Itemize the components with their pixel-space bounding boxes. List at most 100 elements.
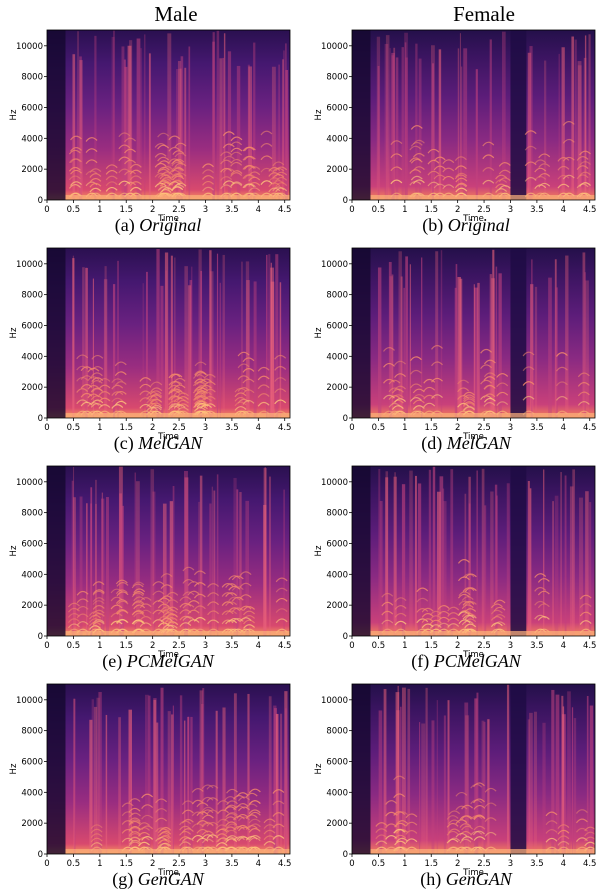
x-tick-label: 0 (349, 205, 354, 215)
x-tick-label: 0.5 (372, 859, 386, 869)
spectrogram-image (352, 30, 595, 200)
y-tick-label: 6000 (21, 539, 43, 549)
x-tick-label: 3 (203, 859, 208, 869)
x-tick-label: 3 (203, 205, 208, 215)
x-tick-label: 2.5 (172, 859, 186, 869)
x-tick-label: 3 (203, 423, 208, 433)
y-tick-label: 10000 (16, 260, 43, 270)
x-axis-label: Time (462, 214, 484, 224)
x-tick-label: 1 (402, 859, 407, 869)
x-tick-label: 0.5 (67, 859, 81, 869)
caption-c: (c) MelGAN (38, 433, 278, 454)
y-tick-label: 4000 (326, 788, 348, 798)
x-tick-label: 1.5 (119, 859, 133, 869)
caption-e: (e) PCMelGAN (38, 651, 278, 672)
y-axis-label: Hz (9, 327, 19, 338)
x-tick-label: 1.5 (424, 423, 438, 433)
x-tick-label: 3.5 (225, 205, 239, 215)
x-tick-label: 2 (455, 205, 460, 215)
y-tick-label: 10000 (321, 42, 348, 52)
y-tick-label: 8000 (21, 509, 43, 519)
y-tick-label: 4000 (326, 134, 348, 144)
x-tick-label: 0 (44, 641, 49, 651)
spectrogram-image (47, 684, 290, 854)
y-tick-label: 2000 (21, 383, 43, 393)
y-tick-label: 10000 (321, 260, 348, 270)
x-tick-label: 1.5 (424, 859, 438, 869)
x-tick-label: 3 (508, 423, 513, 433)
y-tick-label: 2000 (21, 601, 43, 611)
caption-a: (a) Original (38, 215, 278, 236)
caption-label: (e) (102, 651, 127, 671)
y-axis-label: Hz (9, 109, 19, 120)
column-title-male: Male (154, 2, 198, 26)
x-axis-label: Time (157, 650, 179, 660)
spectrogram-image (47, 466, 290, 636)
x-tick-label: 4.5 (583, 205, 597, 215)
spectrogram-b: 0 2000 4000 6000 8000 10000 0 0.5 1 1.5 2 2.5 3 3.5 4 4… (314, 29, 597, 224)
x-tick-label: 1 (402, 205, 407, 215)
caption-label: (b) (422, 215, 448, 235)
x-tick-label: 3.5 (530, 859, 544, 869)
y-tick-label: 0 (38, 414, 43, 424)
spectrogram-a: 0 2000 4000 6000 8000 10000 0 0.5 1 1.5 2 2.5 3 3.5 4 4… (9, 29, 291, 224)
caption-method: GenGAN (445, 869, 512, 889)
y-tick-label: 2000 (21, 165, 43, 175)
spectrogram-image (47, 248, 290, 418)
spectrogram-image (352, 684, 595, 854)
y-tick-label: 6000 (326, 321, 348, 331)
y-tick-label: 4000 (21, 352, 43, 362)
caption-d: (d) MelGAN (346, 433, 586, 454)
y-axis-label: Hz (314, 109, 324, 120)
y-tick-label: 6000 (326, 757, 348, 767)
x-tick-label: 4.5 (278, 641, 292, 651)
y-tick-label: 0 (343, 196, 348, 206)
y-tick-label: 8000 (326, 727, 348, 737)
y-axis-label: Hz (9, 763, 19, 774)
x-tick-label: 3.5 (225, 641, 239, 651)
caption-h: (h) GenGAN (346, 869, 586, 890)
spectrogram-c: 0 2000 4000 6000 8000 10000 0 0.5 1 1.5 2 2.5 3 3.5 4 4… (9, 247, 291, 442)
x-axis-label: Time (462, 432, 484, 442)
x-tick-label: 3.5 (225, 423, 239, 433)
x-tick-label: 2.5 (477, 423, 491, 433)
x-tick-label: 2.5 (172, 423, 186, 433)
x-tick-label: 0.5 (372, 205, 386, 215)
x-tick-label: 0.5 (67, 423, 81, 433)
spectrogram-e: 0 2000 4000 6000 8000 10000 0 0.5 1 1.5 2 2.5 3 3.5 4 4… (9, 465, 292, 660)
y-tick-label: 2000 (21, 819, 43, 829)
y-tick-label: 10000 (321, 478, 348, 488)
caption-g: (g) GenGAN (38, 869, 278, 890)
x-tick-label: 0 (349, 641, 354, 651)
caption-b: (b) Original (346, 215, 586, 236)
x-tick-label: 1 (97, 423, 102, 433)
x-tick-label: 1.5 (119, 205, 133, 215)
y-tick-label: 4000 (326, 570, 348, 580)
x-tick-label: 2.5 (172, 205, 186, 215)
caption-label: (g) (112, 869, 138, 889)
x-tick-label: 3.5 (530, 205, 544, 215)
caption-method: Original (447, 215, 510, 235)
x-tick-label: 2.5 (477, 859, 491, 869)
caption-method: PCMelGAN (126, 651, 214, 671)
x-tick-label: 4 (561, 205, 566, 215)
y-tick-label: 4000 (21, 134, 43, 144)
x-tick-label: 1 (97, 641, 102, 651)
x-tick-label: 0 (349, 423, 354, 433)
caption-label: (d) (421, 433, 447, 453)
y-tick-label: 10000 (321, 696, 348, 706)
x-tick-label: 4 (561, 859, 566, 869)
y-tick-label: 0 (343, 850, 348, 860)
x-tick-label: 4 (256, 423, 261, 433)
y-axis-label: Hz (314, 545, 324, 556)
x-tick-label: 0 (44, 205, 49, 215)
x-tick-label: 2 (150, 205, 155, 215)
spectrogram-image (47, 30, 290, 200)
y-tick-label: 6000 (21, 103, 43, 113)
x-tick-label: 4 (561, 641, 566, 651)
y-tick-label: 6000 (21, 757, 43, 767)
x-tick-label: 1.5 (119, 641, 133, 651)
x-tick-label: 3.5 (530, 423, 544, 433)
y-tick-label: 8000 (326, 73, 348, 83)
x-tick-label: 2 (455, 641, 460, 651)
